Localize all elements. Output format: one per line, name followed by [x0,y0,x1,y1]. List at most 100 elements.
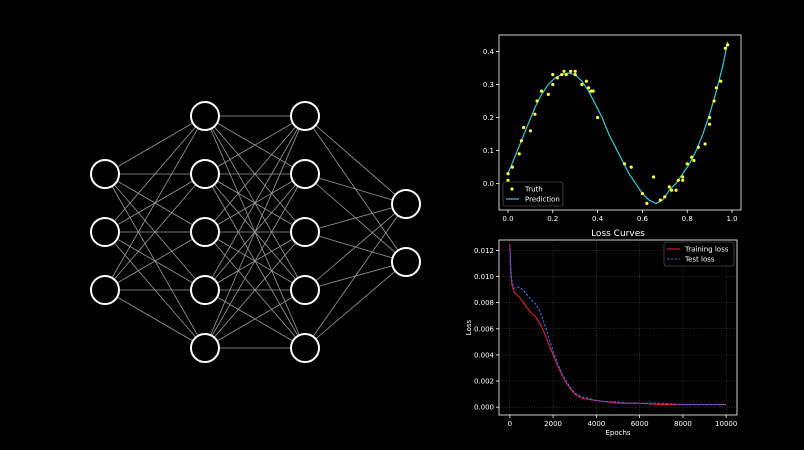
network-node-layer-1 [90,275,120,305]
network-node-layer-2 [190,333,220,363]
loss-chart-axes [498,239,738,416]
truth-point [692,158,696,163]
truth-point [696,145,701,149]
network-edges [104,115,407,349]
truth-point [663,195,667,199]
truth-point [667,185,671,189]
y-tick-label: 0.010 [474,273,494,281]
truth-point [580,82,584,87]
truth-point [690,155,694,159]
network-edge [304,203,407,349]
network-edge [204,289,306,349]
truth-point [584,79,589,83]
loss-chart-grid [499,240,737,415]
legend-label: Training loss [684,246,729,254]
y-tick-label: 0.008 [474,299,494,307]
x-tick-label: 0.8 [682,215,693,223]
prediction-chart-y-ticks: 0.0 0.1 0.2 0.3 0.4 [483,48,499,188]
truth-point [517,152,521,156]
network-node-layer-3 [290,101,320,131]
truth-point [564,73,568,77]
y-tick-label: 0.012 [474,247,494,255]
truth-point [589,89,593,93]
truth-point [723,46,727,50]
network-edge [204,115,306,175]
network-edge [204,115,306,233]
truth-point [560,73,564,77]
truth-point [596,115,600,120]
y-tick-label: 0.006 [474,325,495,333]
network-edge [304,115,407,205]
truth-point [629,165,633,169]
y-tick-label: 0.004 [474,351,495,359]
truth-point [712,99,716,103]
network-edge [104,231,206,291]
network-edge [304,203,407,233]
truth-point [519,139,524,143]
y-tick-label: 0.4 [483,48,495,56]
truth-point [645,201,649,205]
truth-point [528,129,533,133]
network-edge [304,203,407,291]
truth-point [506,172,510,176]
truth-point [573,69,577,73]
training-loss-line [509,243,727,406]
truth-point [719,79,723,83]
truth-point [533,112,537,116]
truth-point [674,188,678,192]
x-tick-label: 10000 [715,420,737,428]
truth-point [681,178,685,182]
truth-point [658,198,662,202]
legend-marker-truth [510,187,514,191]
x-tick-label: 4000 [587,420,605,428]
x-tick-label: 0 [508,420,512,428]
truth-point [669,188,674,192]
truth-point [535,99,539,103]
truth-point [562,69,566,73]
loss-chart-y-axis-label: Loss [465,319,473,335]
network-node-layer-3 [290,159,320,189]
network-node-layer-1 [90,159,120,189]
network-node-layer-3 [290,217,320,247]
truth-point [622,162,627,166]
prediction-chart-legend: Truth Prediction [502,181,564,207]
y-tick-label: 0.3 [483,81,494,89]
network-edge [204,231,306,349]
truth-point [708,115,712,120]
truth-point [555,76,559,80]
loss-chart-title: Loss Curves [591,229,645,239]
truth-point [569,69,573,73]
network-edge [304,173,407,205]
x-tick-label: 1.0 [726,215,737,223]
network-edge [104,115,206,291]
network-node-layer-4 [391,247,421,277]
network-edge [204,115,306,349]
neural-network-diagram [90,101,421,363]
x-tick-label: 2000 [544,420,562,428]
loss-chart-y-ticks: 0.000 0.002 0.004 0.006 0.008 0.010 0.012 [474,247,499,412]
truth-point [714,86,719,90]
prediction-chart-series [506,41,730,205]
network-edge [204,173,306,349]
truth-point [708,122,712,126]
truth-point [703,142,707,146]
network-node-layer-1 [90,217,120,247]
loss-chart-x-axis-label: Epochs [605,429,630,437]
truth-point [551,73,555,77]
network-node-layer-2 [190,275,220,305]
x-tick-label: 0.2 [547,215,558,223]
network-edge [304,261,407,349]
prediction-chart-x-ticks: 0.0 0.2 0.4 0.6 0.8 1.0 [502,210,738,223]
truth-point [726,43,730,47]
truth-point [640,191,645,196]
network-edge [104,115,206,175]
truth-point [587,86,591,90]
network-edge [204,115,306,291]
test-loss-line [509,247,727,406]
x-tick-label: 0.0 [502,215,513,223]
legend-label: Truth [524,186,543,194]
loss-chart-x-ticks: 0 2000 4000 6000 8000 10000 [508,415,737,428]
prediction-chart-frame [498,34,742,211]
y-tick-label: 0.2 [483,114,494,122]
